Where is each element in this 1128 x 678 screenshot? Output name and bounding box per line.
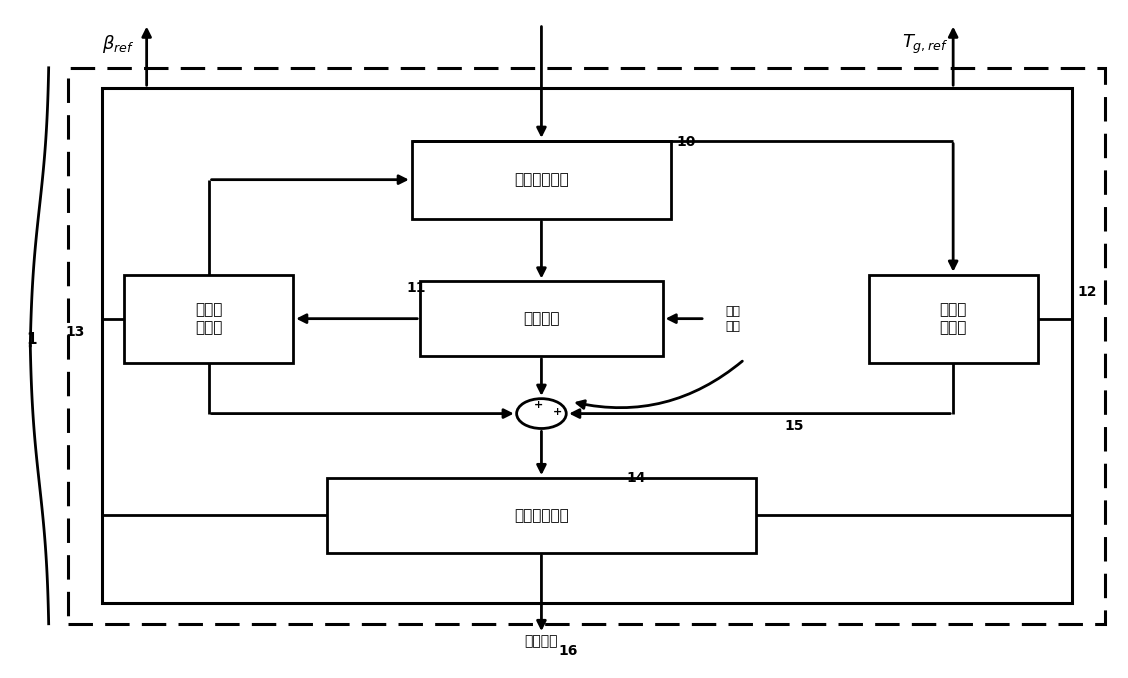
Text: 15: 15	[784, 419, 803, 433]
Bar	[420, 281, 663, 356]
Text: 状态估计模块: 状态估计模块	[514, 172, 569, 187]
Text: $\beta_{ref}$: $\beta_{ref}$	[103, 33, 134, 55]
Bar	[124, 275, 293, 363]
Text: 13: 13	[65, 325, 85, 339]
Text: $T_{g,ref}$: $T_{g,ref}$	[901, 33, 949, 56]
Text: 预测模块: 预测模块	[523, 311, 559, 326]
Text: 1: 1	[26, 332, 37, 346]
Bar	[68, 68, 1105, 624]
Text: 风速
扰动: 风速 扰动	[725, 304, 741, 333]
Text: 参考轨
迹模块: 参考轨 迹模块	[940, 302, 967, 335]
Text: +: +	[535, 401, 544, 410]
Text: 在线校
正模块: 在线校 正模块	[195, 302, 222, 335]
Bar	[869, 275, 1038, 363]
Bar	[327, 478, 756, 553]
Text: 14: 14	[626, 471, 645, 485]
Bar	[412, 141, 671, 218]
Text: 12: 12	[1077, 285, 1096, 298]
Text: 11: 11	[406, 281, 425, 295]
Text: 16: 16	[558, 644, 578, 658]
Text: 10: 10	[677, 136, 696, 149]
Bar	[102, 88, 1072, 603]
Text: 约束条件: 约束条件	[525, 634, 558, 647]
Text: +: +	[553, 407, 562, 417]
Text: 滚动优化模块: 滚动优化模块	[514, 508, 569, 523]
